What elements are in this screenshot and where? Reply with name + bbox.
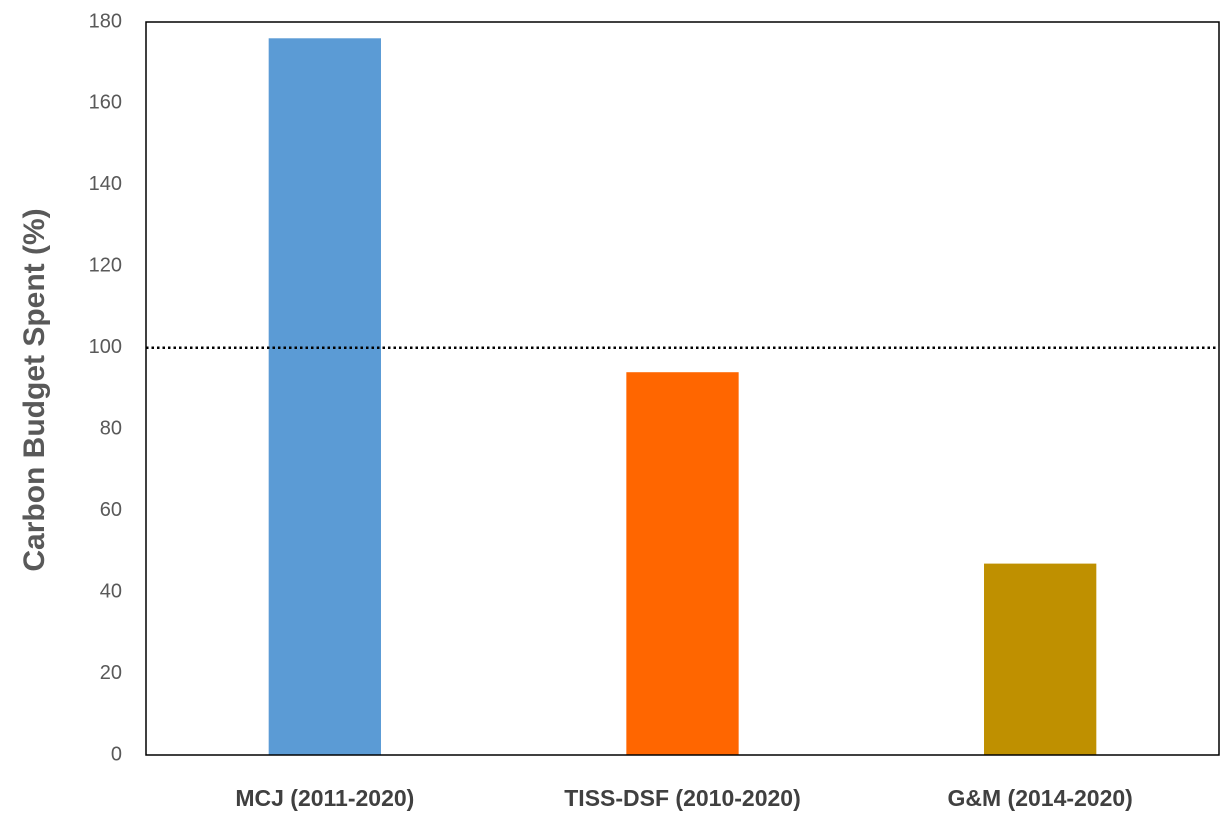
x-tick-label: G&M (2014-2020) <box>947 785 1132 811</box>
bar <box>626 372 739 755</box>
y-tick-label: 120 <box>89 255 122 277</box>
y-tick-label: 40 <box>100 580 122 602</box>
x-tick-label: MCJ (2011-2020) <box>235 785 414 811</box>
y-tick-label: 80 <box>100 418 122 440</box>
y-axis-label: Carbon Budget Spent (%) <box>18 208 51 571</box>
plot-frame <box>145 21 1220 756</box>
y-tick-label: 160 <box>89 92 122 114</box>
y-tick-label: 180 <box>89 10 122 32</box>
y-tick-label: 100 <box>89 336 122 358</box>
bar <box>268 38 381 756</box>
bar <box>984 563 1097 755</box>
y-tick-label: 20 <box>100 662 122 684</box>
y-tick-label: 140 <box>89 173 122 195</box>
y-tick-label: 60 <box>100 499 122 521</box>
x-tick-label: TISS-DSF (2010-2020) <box>564 785 800 811</box>
y-tick-label: 0 <box>111 743 122 765</box>
